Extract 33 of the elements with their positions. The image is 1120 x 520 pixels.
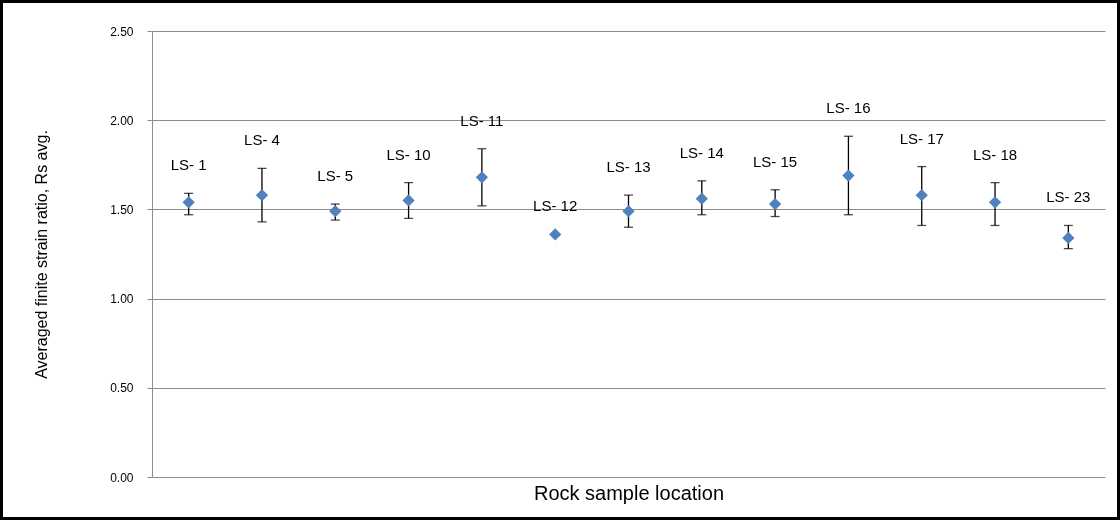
point [475, 171, 489, 184]
point [549, 228, 562, 241]
x-tick-label: LS- 23 [1046, 188, 1091, 206]
point [1062, 231, 1075, 245]
x-tick-label: LS- 10 [386, 145, 431, 163]
point [255, 189, 269, 202]
y-tick-label: 2.50 [110, 24, 134, 39]
y-tick-label: 1.00 [110, 292, 134, 307]
x-tick-label: LS- 11 [460, 111, 504, 129]
x-axis-title: Rock sample location [533, 481, 725, 504]
y-tick-label: 0.00 [110, 470, 134, 485]
point [842, 169, 855, 182]
point [695, 192, 708, 205]
point [988, 196, 1002, 209]
x-tick-label: LS- 15 [753, 152, 798, 170]
x-tick-label: LS- 5 [317, 167, 354, 185]
point [622, 205, 635, 218]
x-tick-label: LS- 13 [606, 158, 651, 176]
y-tick-label: 1.50 [110, 202, 134, 217]
point [768, 197, 782, 211]
x-tick-label: LS- 17 [899, 129, 944, 147]
x-tick-label: LS- 14 [679, 143, 724, 161]
x-tick-label: LS- 18 [972, 145, 1018, 163]
x-tick-label: LS- 1 [170, 156, 207, 174]
y-tick-label: 0.50 [110, 381, 134, 396]
y-axis-title: Averaged finite strain ratio, Rs avg. [33, 130, 51, 379]
x-tick-label: LS- 16 [826, 99, 871, 117]
y-tick-label: 2.00 [110, 113, 134, 128]
x-tick-label: LS- 12 [533, 197, 578, 215]
point [915, 189, 928, 202]
x-tick-label: LS- 4 [244, 131, 280, 149]
point [182, 196, 195, 209]
point [402, 194, 415, 207]
